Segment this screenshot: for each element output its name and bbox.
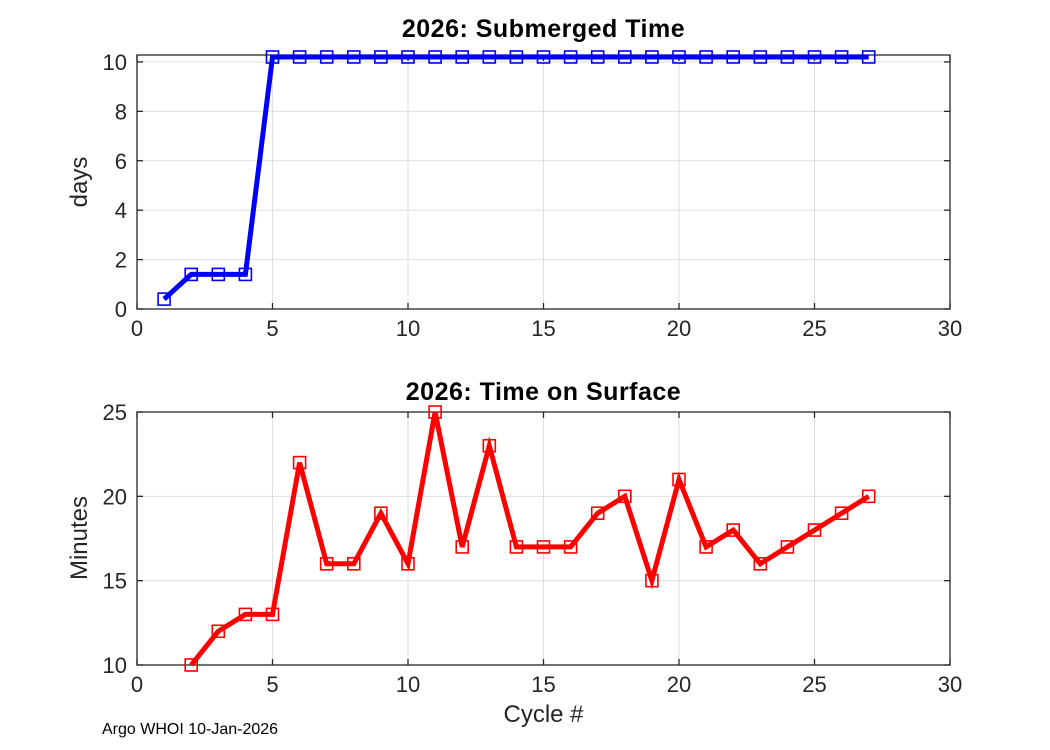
data-point-marker [645, 573, 659, 588]
y-tick-label: 4 [115, 198, 127, 223]
data-point-marker [428, 50, 442, 64]
data-point-marker [834, 50, 849, 64]
cycle-number-x-axis-label: Cycle # [503, 701, 584, 728]
y-tick-label: 8 [115, 99, 127, 124]
data-point-marker [861, 50, 876, 64]
data-point-marker [292, 50, 307, 64]
data-point-marker [184, 658, 198, 672]
data-point-marker [536, 540, 551, 554]
data-point-marker [211, 624, 226, 639]
grid-lines [137, 55, 950, 309]
data-point-marker [672, 472, 686, 487]
data-point-marker [265, 607, 280, 622]
data-line [162, 54, 869, 301]
data-point-marker [455, 540, 470, 554]
data-point-marker [590, 506, 605, 521]
data-point-marker [536, 50, 551, 64]
y-tick-label: 0 [115, 297, 127, 322]
x-tick-label: 5 [266, 672, 278, 697]
x-tick-label: 15 [531, 316, 555, 341]
data-point-marker [509, 540, 524, 554]
data-point-marker [753, 50, 768, 64]
y-tick-labels: 0 2 4 6 8 10 [103, 50, 127, 322]
chart-1: 0 5 10 15 20 25 30 10 15 20 25 [103, 400, 963, 697]
y-tick-label: 10 [103, 50, 127, 75]
tick-marks [136, 411, 951, 666]
x-tick-label: 5 [266, 316, 278, 341]
x-tick-label: 30 [938, 672, 962, 697]
y-tick-label: 20 [103, 484, 127, 509]
y-tick-label: 2 [115, 248, 127, 273]
chart-0: 0 5 10 15 20 25 30 0 2 4 6 8 10 [103, 50, 963, 341]
data-point-marker [861, 489, 876, 504]
data-point-marker [482, 50, 497, 64]
x-tick-label: 0 [131, 316, 143, 341]
data-point-marker [401, 50, 415, 64]
data-point-marker [563, 540, 578, 554]
figure-credit: Argo WHOI 10-Jan-2026 [102, 721, 279, 738]
data-point-marker [184, 267, 198, 282]
data-point-marker [617, 489, 632, 504]
data-point-marker [238, 267, 253, 282]
data-point-marker [753, 556, 768, 571]
data-point-marker [780, 540, 795, 554]
x-tick-label: 10 [396, 672, 420, 697]
data-point-marker [374, 506, 388, 521]
data-point-marker [672, 50, 686, 64]
data-point-marker [319, 50, 334, 64]
data-line [189, 411, 871, 667]
x-tick-label: 15 [531, 672, 555, 697]
x-tick-labels: 0 5 10 15 20 25 30 [131, 672, 962, 697]
data-point-marker [238, 607, 253, 622]
data-point-marker [509, 50, 524, 64]
data-point-marker [834, 506, 849, 521]
data-point-marker [807, 523, 822, 537]
x-tick-label: 20 [667, 316, 691, 341]
data-point-marker [645, 50, 659, 64]
data-point-marker [428, 405, 442, 419]
data-point-marker [563, 50, 578, 64]
data-point-marker [292, 455, 307, 470]
data-point-marker [346, 50, 361, 64]
y-tick-label: 10 [103, 653, 127, 678]
data-point-marker [482, 438, 497, 453]
data-point-marker [455, 50, 470, 64]
data-point-marker [699, 50, 713, 64]
data-point-marker [590, 50, 605, 64]
x-tick-label: 25 [802, 316, 826, 341]
time-on-surface-y-axis-label: Minutes [66, 495, 93, 581]
y-tick-label: 15 [103, 569, 127, 594]
data-point-marker [265, 50, 280, 64]
data-point-marker [726, 50, 741, 64]
y-tick-label: 6 [115, 149, 127, 174]
x-tick-label: 20 [667, 672, 691, 697]
submerged-time-y-axis-label: days [66, 156, 93, 208]
data-point-marker [807, 50, 822, 64]
data-point-marker [374, 50, 388, 64]
grid-lines [137, 412, 950, 665]
data-point-marker [726, 523, 741, 537]
data-point-marker [401, 556, 415, 571]
x-tick-label: 30 [938, 316, 962, 341]
data-point-marker [346, 556, 361, 571]
x-tick-label: 10 [396, 316, 420, 341]
x-tick-labels: 0 5 10 15 20 25 30 [131, 316, 962, 341]
data-point-marker [319, 556, 334, 571]
y-tick-labels: 10 15 20 25 [103, 400, 127, 678]
x-tick-label: 25 [802, 672, 826, 697]
submerged-time-title: 2026: Submerged Time [401, 15, 686, 43]
data-point-marker [617, 50, 632, 64]
x-tick-label: 0 [131, 672, 143, 697]
time-on-surface-title: 2026: Time on Surface [405, 378, 682, 406]
data-point-marker [211, 267, 226, 282]
y-tick-label: 25 [103, 400, 127, 425]
data-point-marker [780, 50, 795, 64]
data-point-marker [699, 540, 713, 554]
data-markers [184, 405, 876, 672]
data-point-marker [157, 292, 171, 306]
data-markers [157, 50, 876, 306]
